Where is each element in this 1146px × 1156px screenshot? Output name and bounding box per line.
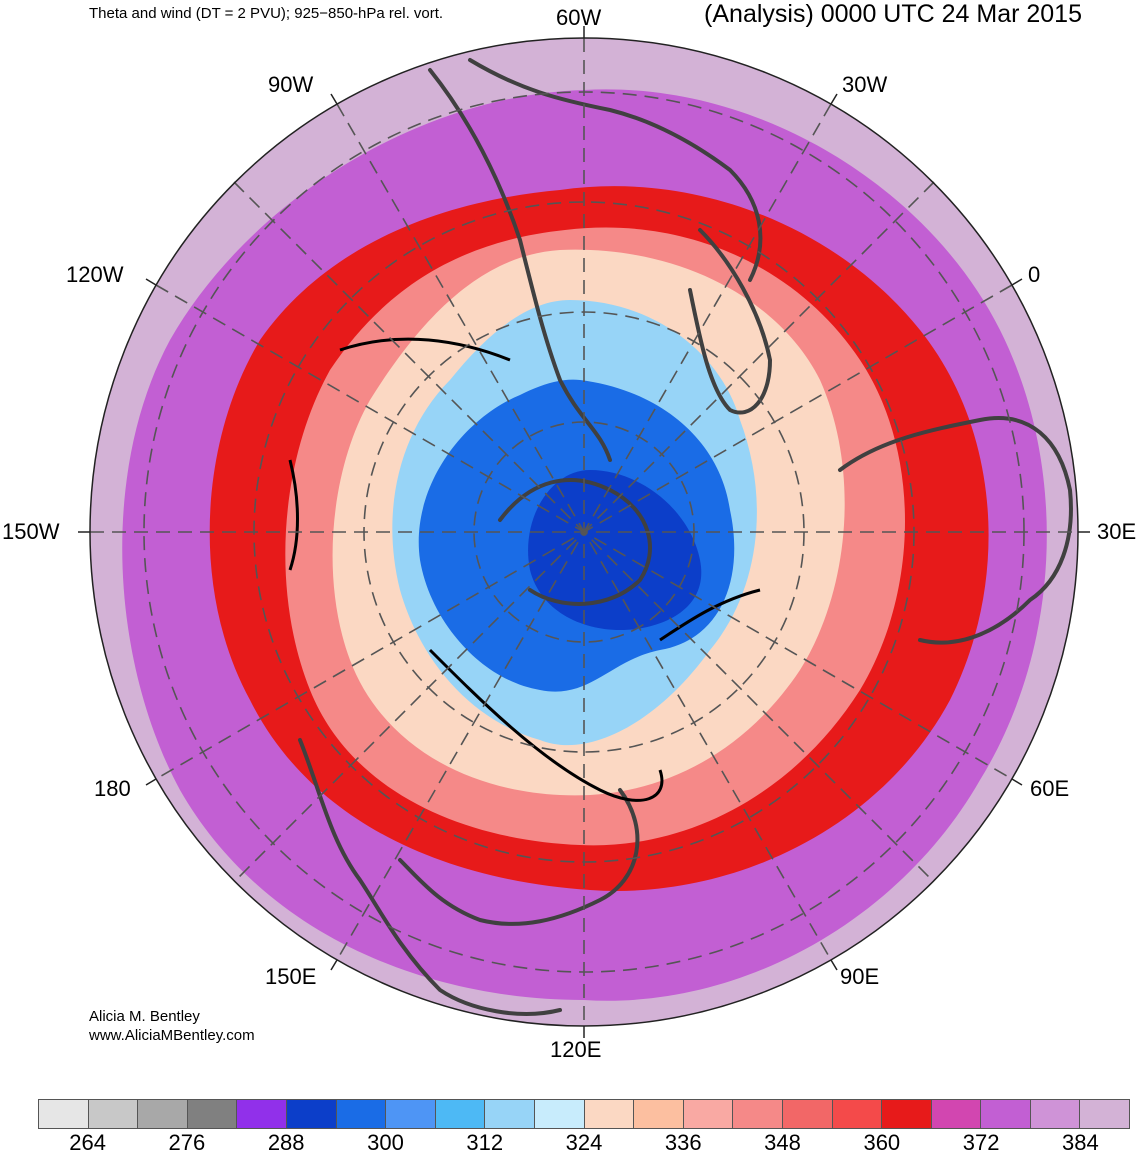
lon-label-60e: 60E — [1030, 776, 1070, 801]
colorbar-tick-label: 312 — [466, 1130, 504, 1155]
colorbar-swatch — [1080, 1100, 1130, 1128]
latitude-circle — [143, 91, 1025, 973]
lon-tick — [145, 778, 157, 786]
lon-label-150e: 150E — [265, 964, 317, 989]
colorbar-swatch — [187, 1100, 238, 1128]
lon-tick — [1011, 278, 1023, 286]
latitude-circle — [253, 201, 915, 863]
colorbar-swatch — [782, 1100, 833, 1128]
lon-label-120w: 120W — [66, 262, 124, 287]
credit-author: Alicia M. Bentley — [89, 1008, 200, 1025]
lon-tick — [830, 959, 838, 971]
colorbar-tick-label: 336 — [664, 1130, 702, 1155]
vorticity-contour — [659, 588, 761, 642]
colorbar-swatch — [1030, 1100, 1081, 1128]
lon-tick — [145, 278, 157, 286]
lon-label-150w: 150W — [2, 519, 60, 544]
lon-label-90e: 90E — [840, 964, 880, 989]
lon-label-30e: 30E — [1097, 519, 1137, 544]
colorbar-swatch — [882, 1100, 932, 1128]
lon-label-180: 180 — [94, 776, 131, 801]
colorbar-swatch — [832, 1100, 883, 1128]
colorbar-swatch — [584, 1100, 635, 1128]
lon-label-30w: 30W — [842, 72, 888, 97]
colorbar-swatch — [485, 1100, 535, 1128]
colorbar-swatch — [683, 1100, 734, 1128]
map-title-left: Theta and wind (DT = 2 PVU); 925−850-hPa… — [89, 5, 444, 22]
colorbar-swatch — [634, 1100, 684, 1128]
colorbar — [38, 1099, 1130, 1129]
colorbar-swatch — [88, 1100, 139, 1128]
latitude-circle — [363, 311, 805, 753]
colorbar-tick-label: 288 — [267, 1130, 305, 1155]
colorbar-swatch — [39, 1100, 89, 1128]
lon-tick — [330, 93, 338, 105]
colorbar-swatch — [286, 1100, 337, 1128]
colorbar-swatch — [336, 1100, 387, 1128]
lon-label-0: 0 — [1028, 262, 1041, 287]
lon-tick — [1011, 778, 1023, 786]
coastline-north-america — [428, 58, 763, 462]
colorbar-tick-label: 276 — [168, 1130, 206, 1155]
credit-website: www.AliciaMBentley.com — [89, 1027, 255, 1044]
lon-label-60w: 60W — [556, 5, 602, 30]
vorticity-contours — [288, 337, 761, 802]
colorbar-swatch — [931, 1100, 982, 1128]
colorbar-swatch — [733, 1100, 783, 1128]
colorbar-tick-label: 360 — [863, 1130, 901, 1155]
vorticity-contour — [339, 337, 511, 362]
colorbar-tick-label: 264 — [69, 1130, 106, 1155]
latitude-circle — [473, 421, 695, 643]
lon-tick — [330, 959, 338, 971]
polar-map — [78, 26, 1090, 1038]
colorbar-tick-label: 384 — [1062, 1130, 1099, 1155]
coastline-eurasia — [398, 416, 1073, 926]
lon-tick — [830, 93, 838, 105]
vorticity-contour — [288, 459, 299, 571]
vorticity-contour — [428, 648, 664, 802]
colorbar-swatch — [534, 1100, 585, 1128]
colorbar-tick-label: 324 — [565, 1130, 603, 1155]
longitude-ticks — [78, 26, 1090, 1038]
map-title-right: (Analysis) 0000 UTC 24 Mar 2015 — [704, 0, 1082, 28]
colorbar-swatch — [237, 1100, 287, 1128]
colorbar-tick-label: 348 — [764, 1130, 801, 1155]
colorbar-swatch — [386, 1100, 436, 1128]
colorbar-swatch — [981, 1100, 1031, 1128]
colorbar-tick-label: 300 — [367, 1130, 404, 1155]
credit-block: Alicia M. Bentley www.AliciaMBentley.com — [89, 1007, 255, 1045]
graticule — [90, 38, 1078, 1026]
lon-label-120e: 120E — [550, 1037, 602, 1062]
colorbar-tick-label: 372 — [962, 1130, 1000, 1155]
colorbar-swatch — [138, 1100, 188, 1128]
lon-label-90w: 90W — [268, 72, 314, 97]
colorbar-swatch — [435, 1100, 486, 1128]
